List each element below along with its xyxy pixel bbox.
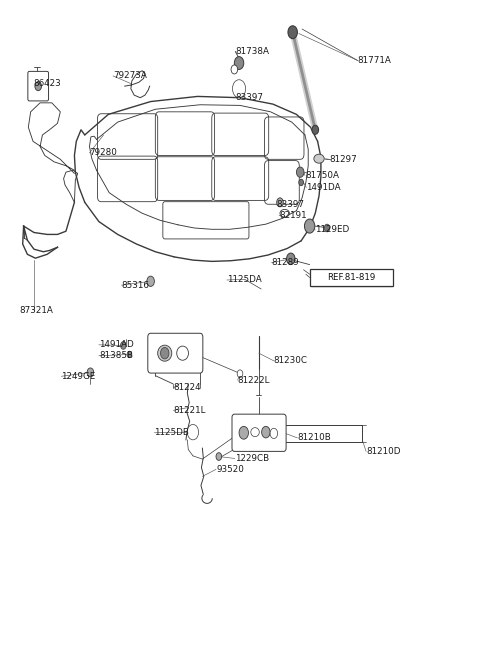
Ellipse shape: [314, 154, 324, 163]
Text: 86423: 86423: [33, 79, 61, 88]
Circle shape: [312, 125, 319, 134]
Circle shape: [237, 370, 243, 377]
Text: 93520: 93520: [216, 465, 244, 474]
Text: 82191: 82191: [279, 212, 307, 220]
Circle shape: [299, 179, 303, 185]
FancyBboxPatch shape: [232, 414, 286, 451]
Text: 81738A: 81738A: [235, 47, 269, 56]
FancyBboxPatch shape: [148, 333, 203, 373]
Circle shape: [288, 26, 298, 39]
Circle shape: [287, 253, 295, 265]
Circle shape: [127, 351, 132, 358]
Text: 85316: 85316: [121, 280, 149, 290]
Text: REF.81-819: REF.81-819: [327, 273, 376, 282]
Text: 83397: 83397: [235, 93, 264, 102]
Circle shape: [235, 83, 243, 94]
Text: 81221L: 81221L: [173, 406, 206, 415]
Ellipse shape: [251, 428, 259, 437]
Text: 79273A: 79273A: [113, 71, 147, 81]
Text: 87321A: 87321A: [19, 306, 53, 314]
Circle shape: [231, 65, 238, 74]
Ellipse shape: [177, 346, 189, 360]
Circle shape: [239, 426, 249, 440]
Circle shape: [270, 428, 277, 439]
Circle shape: [276, 198, 283, 207]
Text: 81230C: 81230C: [274, 356, 308, 365]
Text: 81210B: 81210B: [298, 434, 331, 442]
Circle shape: [147, 276, 155, 286]
FancyBboxPatch shape: [310, 269, 393, 286]
Text: 1125DA: 1125DA: [227, 276, 262, 284]
Text: 1229CB: 1229CB: [235, 454, 269, 463]
Circle shape: [297, 167, 304, 178]
Text: 1129ED: 1129ED: [315, 225, 349, 234]
Text: 81224: 81224: [173, 383, 201, 392]
Text: 1491AD: 1491AD: [99, 341, 133, 349]
Text: 1491DA: 1491DA: [306, 183, 341, 192]
Circle shape: [232, 80, 246, 98]
Text: 81385B: 81385B: [99, 351, 133, 360]
Circle shape: [87, 368, 94, 377]
Circle shape: [262, 426, 270, 438]
Text: 81750A: 81750A: [305, 171, 339, 180]
Text: 81297: 81297: [329, 155, 357, 164]
Ellipse shape: [157, 345, 172, 361]
Circle shape: [187, 424, 199, 440]
Circle shape: [35, 82, 41, 90]
FancyBboxPatch shape: [28, 71, 48, 101]
Text: 79280: 79280: [89, 149, 117, 157]
Text: 81771A: 81771A: [358, 56, 392, 65]
Text: 83397: 83397: [276, 200, 305, 210]
Circle shape: [216, 453, 222, 460]
Circle shape: [324, 224, 330, 232]
Text: 81289: 81289: [272, 258, 299, 267]
Text: 1249GE: 1249GE: [61, 372, 96, 381]
Circle shape: [304, 219, 315, 233]
Circle shape: [190, 428, 196, 437]
Circle shape: [160, 347, 169, 359]
Ellipse shape: [280, 210, 289, 217]
Text: 81210D: 81210D: [366, 447, 401, 456]
Text: 81222L: 81222L: [238, 375, 270, 384]
Text: 1125DB: 1125DB: [155, 428, 189, 438]
Circle shape: [234, 56, 244, 69]
Circle shape: [120, 342, 126, 349]
